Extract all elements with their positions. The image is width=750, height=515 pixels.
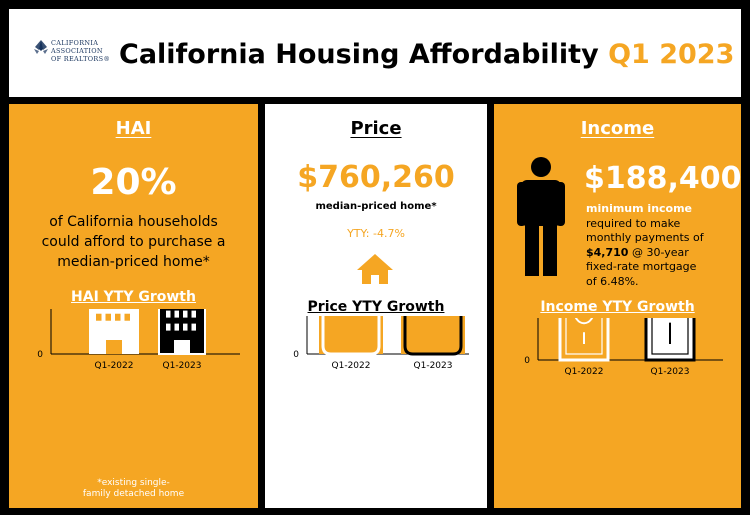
building-window <box>166 310 171 318</box>
x-tick-label: Q1-2023 <box>163 361 202 371</box>
price-heading: Price <box>350 118 402 139</box>
income-description: minimum income required to make monthly … <box>586 202 704 289</box>
hai-desc-line2: could afford to purchase a <box>41 234 226 250</box>
income-chart-title: Income YTY Growth <box>540 299 695 315</box>
car-logo: CALIFORNIA ASSOCIATION OF REALTORS® <box>31 38 111 72</box>
car-logo-icon <box>34 40 48 54</box>
income-desc-line2: required to make <box>586 216 681 230</box>
price-chart-title: Price YTY Growth <box>307 299 445 315</box>
price-value: $760,260 <box>297 160 455 195</box>
title-period: Q1 2023 <box>608 39 735 70</box>
income-value: $188,400 <box>584 161 742 196</box>
monthly-payment: $4,710 <box>586 245 629 259</box>
building-door <box>174 340 190 354</box>
footnote-line1: *existing single- <box>97 478 170 488</box>
income-desc-line3: monthly payments of <box>586 231 704 244</box>
building-window <box>174 323 179 331</box>
income-desc-line4-rest: @ 30-year <box>628 245 689 259</box>
income-desc-line5: fixed-rate mortgage <box>586 260 697 273</box>
bill-bar <box>558 318 610 362</box>
bar-q1-2023 <box>401 316 465 356</box>
bar-q1-2023 <box>158 309 206 355</box>
building-window <box>183 323 188 331</box>
building-window <box>105 313 111 321</box>
x-tick-label: Q1-2023 <box>651 367 690 377</box>
bar-q1-2022 <box>558 318 610 362</box>
y-tick-label: 0 <box>524 356 530 366</box>
house-icon <box>357 254 393 284</box>
bar-q1-2022 <box>319 316 383 356</box>
building-window <box>174 310 179 318</box>
price-yty: YTY: -4.7% <box>347 227 405 240</box>
building-window <box>96 313 102 321</box>
tag-bar <box>403 316 463 356</box>
person-icon <box>517 157 565 276</box>
building-window <box>191 310 196 318</box>
x-tick-label: Q1-2023 <box>414 361 453 371</box>
x-tick-label: Q1-2022 <box>332 361 371 371</box>
price-description: median-priced home* <box>315 201 437 212</box>
hai-description: of California households could afford to… <box>9 212 258 272</box>
income-desc-line6: of 6.48%. <box>586 274 639 288</box>
header: CALIFORNIA ASSOCIATION OF REALTORS® Cali… <box>9 9 741 97</box>
building-window <box>191 323 196 331</box>
logo-line3: OF REALTORS® <box>51 55 111 63</box>
hai-heading: HAI <box>115 118 152 139</box>
hai-desc-line3: median-priced home* <box>57 254 210 270</box>
hai-desc-line1: of California households <box>49 214 218 230</box>
price-chart: 0500k$797,410Q1-2022$760,260Q1-2023 <box>293 316 469 371</box>
building-window <box>166 323 171 331</box>
page-title: California Housing Affordability Q1 2023 <box>119 39 734 70</box>
income-heading: Income <box>580 118 655 139</box>
building-window <box>124 313 130 321</box>
logo-text: CALIFORNIA ASSOCIATION OF REALTORS® <box>51 39 110 63</box>
footnote-line2: family detached home <box>82 489 185 499</box>
hai-value: 20% <box>90 162 177 203</box>
y-tick-label: 0 <box>293 350 299 360</box>
hai-chart: 0102024%Q1-202220%Q1-2023 <box>37 309 240 371</box>
bill-seal <box>574 318 594 325</box>
bar-q1-2022 <box>89 309 139 354</box>
building-door <box>106 340 122 354</box>
bar-q1-2023 <box>644 318 696 362</box>
income-panel: Income $188,400 minimum income required … <box>494 104 742 508</box>
hai-chart-title: HAI YTY Growth <box>71 289 196 305</box>
hai-panel: HAI 20% of California households could a… <box>9 104 258 508</box>
income-chart: 0100k$158,000Q1-2022$188,400Q1-2023 <box>524 318 723 377</box>
y-tick-label: 0 <box>37 350 43 360</box>
hai-footnote: *existing single- family detached home <box>9 478 258 500</box>
building-window <box>183 310 188 318</box>
building-window <box>115 313 121 321</box>
tag-bar <box>321 316 381 356</box>
price-panel: Price $760,260 median-priced home* YTY: … <box>265 104 487 508</box>
income-desc-line4: $4,710 @ 30-year <box>586 246 704 261</box>
bill-inner-border <box>565 318 603 355</box>
x-tick-label: Q1-2022 <box>95 361 134 371</box>
logo-line2: ASSOCIATION <box>51 47 103 55</box>
logo-line1: CALIFORNIA <box>51 39 99 47</box>
bill-inner-border <box>651 318 689 355</box>
title-main: California Housing Affordability <box>119 39 599 70</box>
income-desc-line1: minimum income <box>586 202 693 215</box>
x-tick-label: Q1-2022 <box>565 367 604 377</box>
